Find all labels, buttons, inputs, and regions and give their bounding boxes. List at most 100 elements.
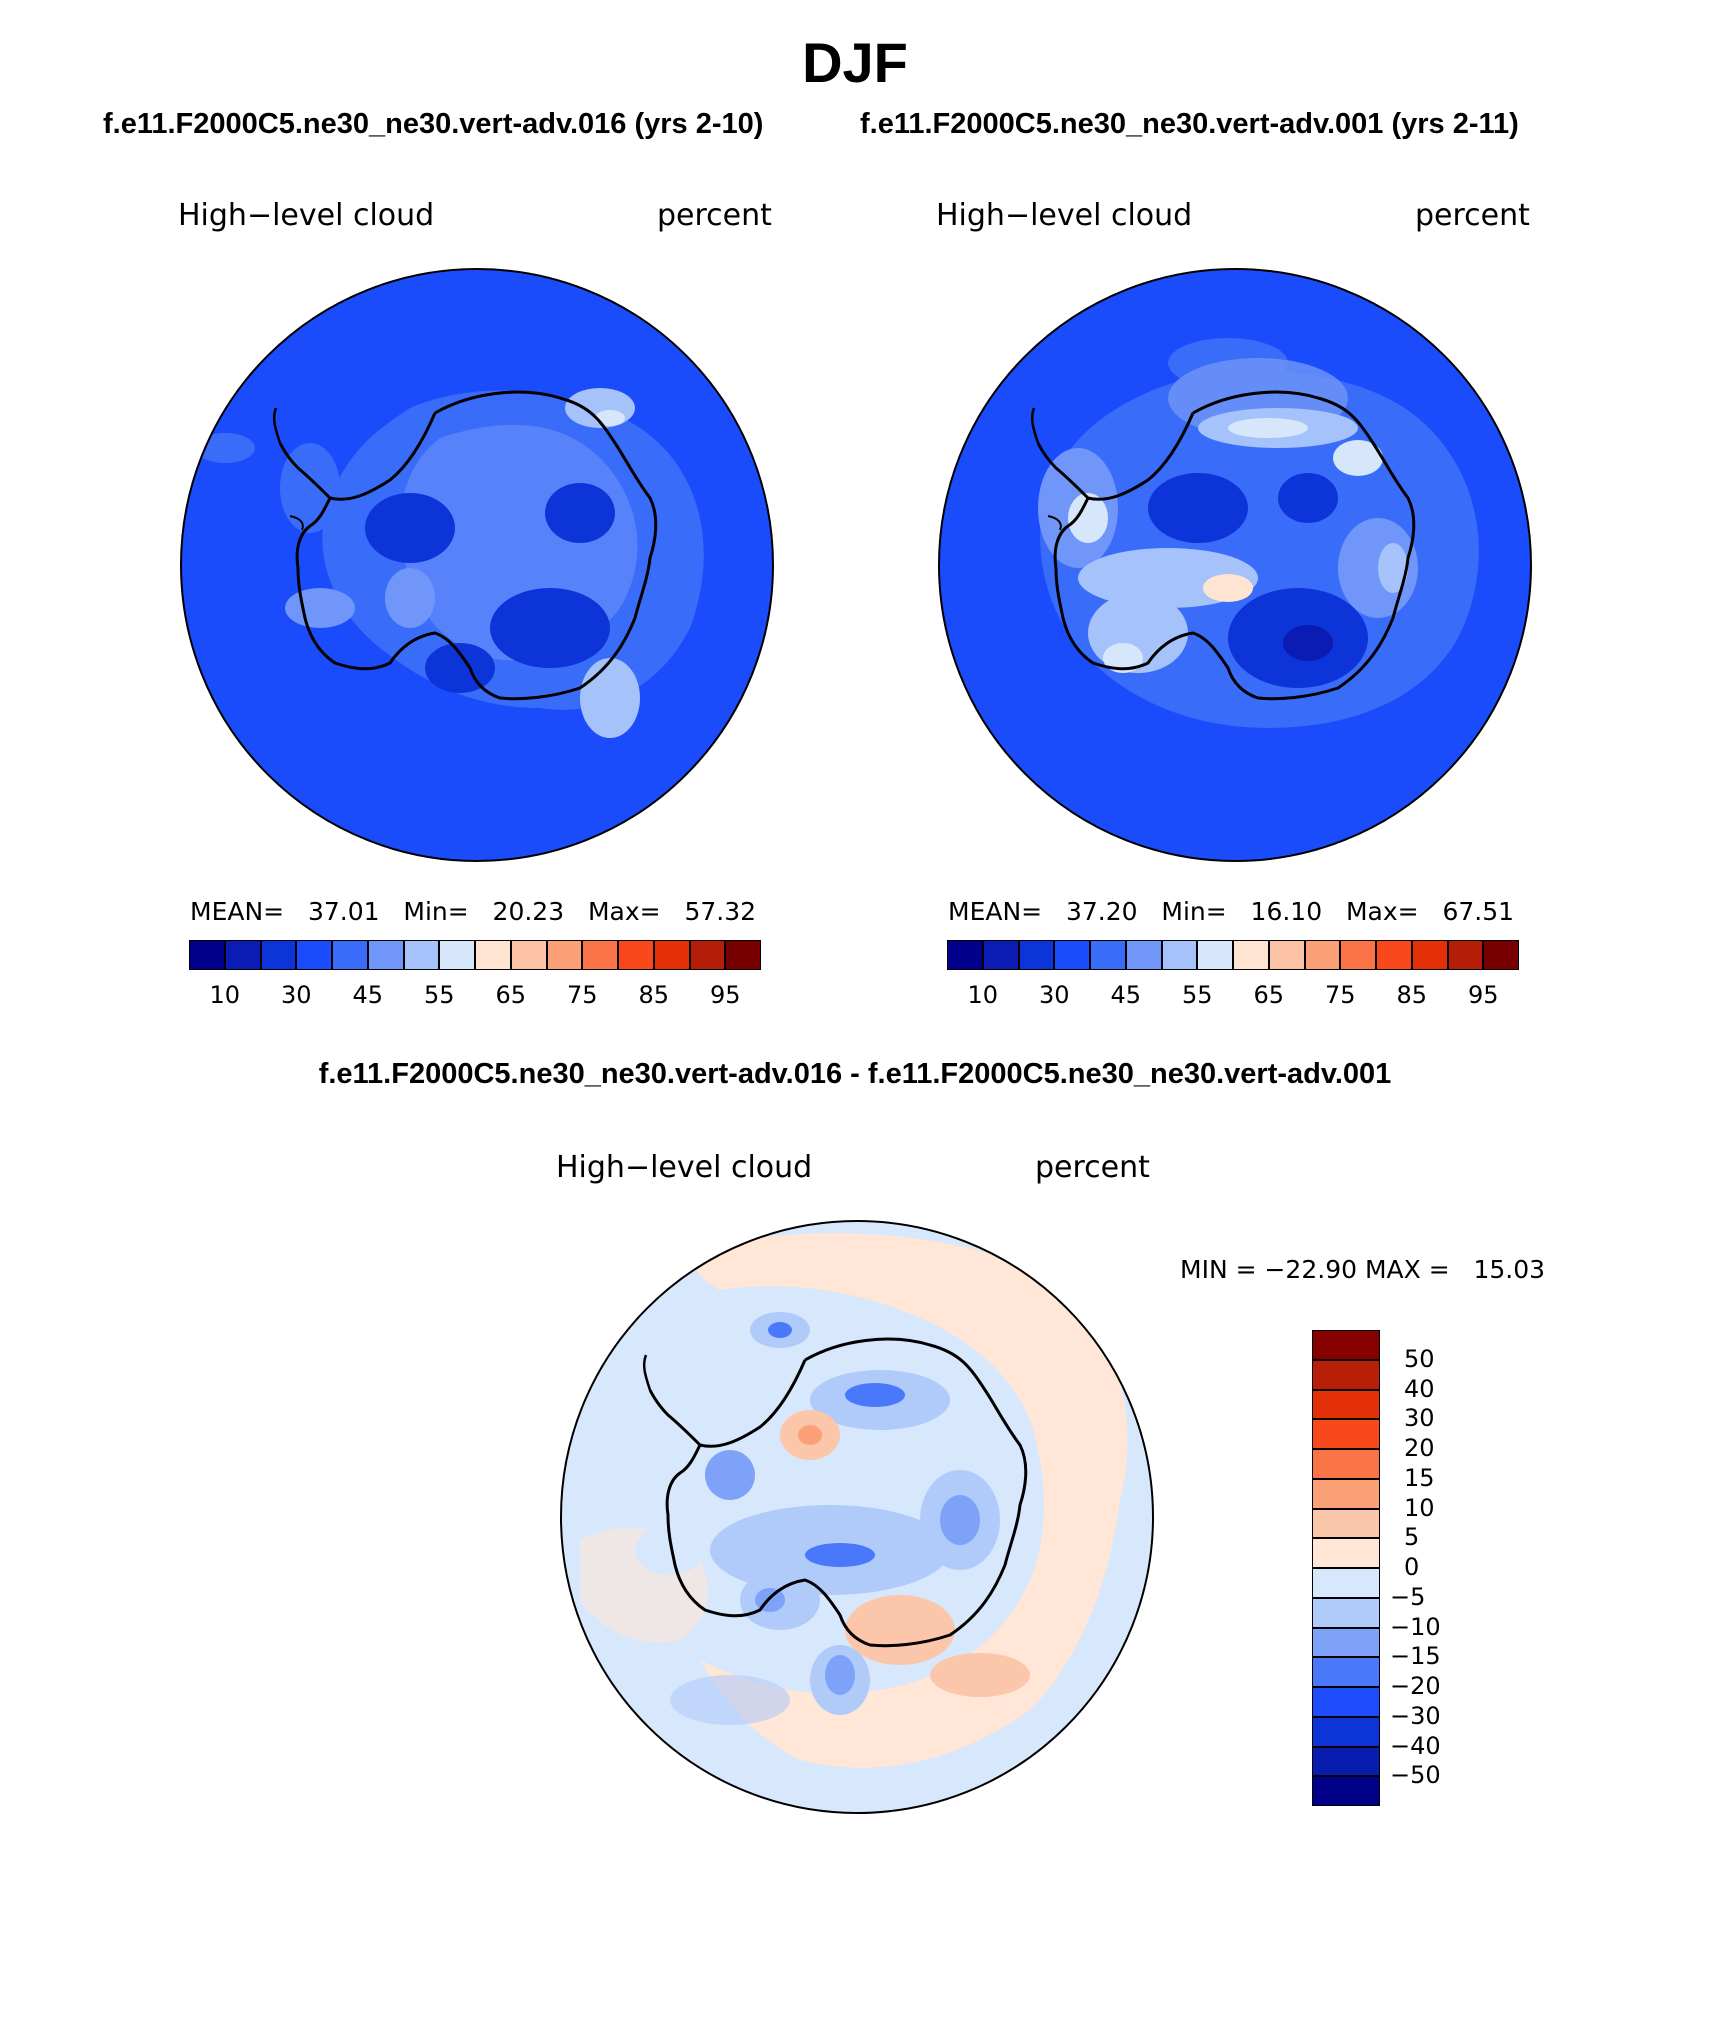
right-colorbar-swatch <box>1161 940 1198 970</box>
left-colorbar-swatch <box>475 940 511 970</box>
difference-colorbar-tick-label: 0 <box>1404 1553 1420 1581</box>
right-colorbar-swatch <box>1483 940 1519 970</box>
right-max-value: 67.51 <box>1442 897 1515 926</box>
right-colorbar-swatch <box>1054 940 1090 970</box>
antarctica-coastline-icon <box>278 390 658 701</box>
right-colorbar-swatch <box>1304 940 1341 970</box>
antarctica-coastline-icon <box>648 1337 1028 1648</box>
right-stats: MEAN= 37.20 Min= 16.10 Max= 67.51 <box>948 897 1514 926</box>
difference-colorbar-tick-label: −5 <box>1390 1582 1426 1611</box>
difference-colorbar-swatch <box>1312 1776 1380 1806</box>
difference-colorbar-swatch <box>1312 1359 1380 1390</box>
left-stats: MEAN= 37.01 Min= 20.23 Max= 57.32 <box>190 897 756 926</box>
right-colorbar-swatch <box>1376 940 1412 970</box>
right-colorbar-swatch <box>1340 940 1376 970</box>
left-case-title: f.e11.F2000C5.ne30_ne30.vert-adv.016 (yr… <box>103 108 764 140</box>
right-mean-label: MEAN= <box>948 897 1043 926</box>
difference-colorbar-swatch <box>1312 1478 1380 1509</box>
left-mean-value: 37.01 <box>307 897 380 926</box>
right-colorbar-tick-label: 55 <box>1181 981 1213 1009</box>
difference-colorbar-swatch <box>1312 1687 1380 1717</box>
diff-panel-variable: High−level cloud <box>556 1150 813 1185</box>
left-colorbar-swatch <box>189 940 225 970</box>
right-colorbar-swatch <box>1411 940 1448 970</box>
difference-colorbar-tick-label: 15 <box>1404 1463 1435 1492</box>
difference-colorbar-ticks: 50 40 30 20 15 10 5 0 −5 −10 −15 −20 −30 −40 −50 <box>1390 1330 1490 1806</box>
left-colorbar-tick-label: 75 <box>566 981 598 1009</box>
left-panel-variable: High−level cloud <box>178 198 435 233</box>
difference-colorbar-swatch <box>1312 1568 1380 1598</box>
difference-colorbar-swatch <box>1312 1419 1380 1449</box>
right-colorbar-swatch <box>947 940 983 970</box>
difference-colorbar-swatch <box>1312 1389 1380 1420</box>
difference-colorbar-swatch <box>1312 1597 1380 1628</box>
difference-colorbar-tick-label: −40 <box>1390 1731 1441 1760</box>
difference-title: f.e11.F2000C5.ne30_ne30.vert-adv.016 - f… <box>318 1058 1392 1090</box>
difference-colorbar-swatch <box>1312 1627 1380 1658</box>
difference-colorbar-swatch <box>1312 1716 1380 1747</box>
left-colorbar-swatch <box>224 940 261 970</box>
left-colorbar-tick-label: 30 <box>280 981 312 1009</box>
right-colorbar-tick-label: 45 <box>1110 981 1142 1009</box>
left-colorbar-swatch <box>367 940 404 970</box>
difference-polar-map <box>560 1220 1154 1814</box>
left-colorbar-swatch <box>725 940 761 970</box>
difference-colorbar-swatch <box>1312 1330 1380 1360</box>
left-colorbar-swatch <box>582 940 618 970</box>
left-min-value: 20.23 <box>492 897 565 926</box>
left-colorbar-tick-label: 55 <box>423 981 455 1009</box>
left-colorbar <box>189 940 761 970</box>
left-colorbar-tick-label: 65 <box>495 981 527 1009</box>
left-panel-units: percent <box>657 198 772 233</box>
right-colorbar-swatch <box>1090 940 1126 970</box>
difference-colorbar-tick-label: −10 <box>1390 1612 1441 1641</box>
right-min-label: Min= <box>1161 897 1227 926</box>
right-colorbar-tick-label: 75 <box>1324 981 1356 1009</box>
difference-colorbar-tick-label: −15 <box>1390 1642 1441 1671</box>
right-colorbar-swatch <box>1018 940 1055 970</box>
left-colorbar-swatch <box>618 940 654 970</box>
difference-colorbar-tick-label: 20 <box>1404 1434 1435 1462</box>
left-colorbar-swatch <box>260 940 297 970</box>
left-polar-map <box>180 268 774 862</box>
right-max-label: Max= <box>1345 897 1419 926</box>
difference-colorbar-tick-label: 40 <box>1404 1374 1435 1403</box>
left-colorbar-swatch <box>439 940 475 970</box>
difference-colorbar-swatch <box>1312 1449 1380 1479</box>
right-colorbar-swatch <box>1233 940 1269 970</box>
left-colorbar-swatch <box>653 940 690 970</box>
left-colorbar-tick-label: 45 <box>352 981 384 1009</box>
left-colorbar-ticks: 10 30 45 55 65 75 85 95 <box>189 981 761 1011</box>
difference-colorbar-swatch <box>1312 1657 1380 1687</box>
diff-minmax: MIN = −22.90 MAX = 15.03 <box>1180 1255 1546 1284</box>
difference-colorbar-tick-label: 30 <box>1404 1404 1435 1433</box>
difference-colorbar-swatch <box>1312 1746 1380 1777</box>
right-colorbar-tick-label: 30 <box>1038 981 1070 1009</box>
difference-colorbar-swatch <box>1312 1538 1380 1568</box>
right-colorbar-swatch <box>982 940 1019 970</box>
right-colorbar-tick-label: 95 <box>1467 981 1499 1009</box>
left-max-value: 57.32 <box>684 897 757 926</box>
right-panel-variable: High−level cloud <box>936 198 1193 233</box>
left-colorbar-swatch <box>296 940 332 970</box>
difference-colorbar-tick-label: 50 <box>1404 1344 1435 1373</box>
left-max-label: Max= <box>587 897 661 926</box>
left-colorbar-swatch <box>546 940 583 970</box>
difference-colorbar-swatch <box>1312 1508 1380 1539</box>
left-colorbar-swatch <box>689 940 726 970</box>
left-colorbar-tick-label: 85 <box>638 981 670 1009</box>
left-mean-label: MEAN= <box>190 897 285 926</box>
right-colorbar <box>947 940 1519 970</box>
right-polar-map <box>938 268 1532 862</box>
right-mean-value: 37.20 <box>1065 897 1138 926</box>
difference-colorbar-tick-label: 5 <box>1404 1523 1420 1552</box>
right-min-value: 16.10 <box>1250 897 1323 926</box>
right-panel-units: percent <box>1415 198 1530 233</box>
left-colorbar-tick-label: 10 <box>209 981 241 1009</box>
left-colorbar-swatch <box>510 940 547 970</box>
difference-colorbar-tick-label: 10 <box>1404 1493 1435 1522</box>
left-colorbar-swatch <box>332 940 368 970</box>
right-colorbar-swatch <box>1125 940 1162 970</box>
left-colorbar-tick-label: 95 <box>709 981 741 1009</box>
right-case-title: f.e11.F2000C5.ne30_ne30.vert-adv.001 (yr… <box>860 108 1519 140</box>
